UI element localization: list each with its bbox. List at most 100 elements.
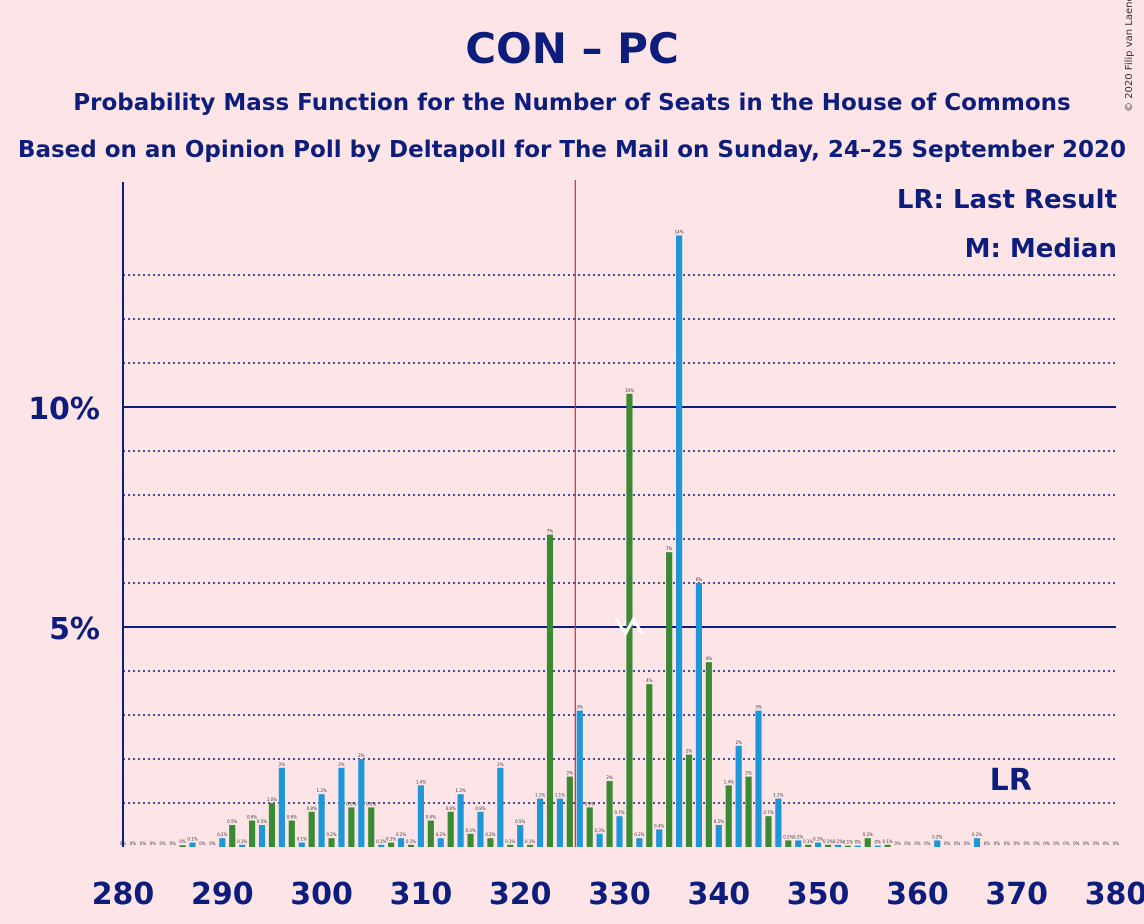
bar-label: 1.1% <box>555 793 565 798</box>
bar-label: 0.2% <box>932 834 942 839</box>
bar <box>556 798 563 847</box>
bar-label: 0.2% <box>485 832 495 837</box>
bar <box>397 838 405 847</box>
bar-label: 2% <box>358 753 365 758</box>
bar-label: 7% <box>666 546 673 551</box>
bar-label: 0% <box>914 841 921 846</box>
bar-label: 0.1% <box>376 839 386 844</box>
bar-label: 4% <box>706 656 713 661</box>
bar <box>268 803 276 847</box>
bar <box>437 838 444 847</box>
bar-label: 0.9% <box>346 801 356 806</box>
y-tick-label: 5% <box>49 612 100 647</box>
bar <box>308 811 315 847</box>
bar <box>973 838 981 847</box>
axes: 5% 10% 280 290 300 310 320 330 340 350 360 370 380 <box>28 182 1144 912</box>
bar <box>656 829 663 847</box>
bar <box>765 816 772 847</box>
bar-label: 0.1% <box>525 839 535 844</box>
bar-label: 0% <box>209 841 216 846</box>
bar <box>735 745 742 847</box>
bar-label: 0% <box>1053 841 1060 846</box>
bar-label: 7% <box>547 529 554 534</box>
x-tick-label: 360 <box>886 877 949 912</box>
bar-label: 0.8% <box>307 806 317 811</box>
bar-label: 0.1% <box>833 839 843 844</box>
bar <box>824 844 832 847</box>
bar <box>249 820 256 847</box>
bar-label: 0% <box>1023 841 1030 846</box>
bar-label: 0% <box>924 841 931 846</box>
bar-label: 0.1% <box>883 839 893 844</box>
bar-label: 1.4% <box>724 779 734 784</box>
bars: 0%0%0%0%0%0%0%0.1%0%0%0.2%0.5%0.1%0.6%0.… <box>120 229 1119 847</box>
x-tick-label: 290 <box>191 877 254 912</box>
bar-label: 0.7% <box>614 810 624 815</box>
bar-label: 0% <box>964 841 971 846</box>
bar-label: 0.1% <box>386 837 396 842</box>
bar-label: 0.1% <box>813 837 823 842</box>
bar <box>785 840 792 847</box>
bar <box>695 583 703 847</box>
bar-label: 0.8% <box>446 806 456 811</box>
bar <box>328 838 335 847</box>
bar-label: 3% <box>577 705 584 710</box>
bar <box>646 684 653 847</box>
bar-label: 0% <box>150 841 157 846</box>
bar <box>239 844 246 847</box>
bar <box>864 838 871 847</box>
bar-label: 1.0% <box>267 797 277 802</box>
bar-label: 1.1% <box>535 793 545 798</box>
bar <box>378 844 385 847</box>
bar <box>278 767 285 847</box>
bar-label: 0.2% <box>793 834 803 839</box>
bar <box>844 845 851 847</box>
bar-label: 0% <box>875 840 882 845</box>
bar-label: 0% <box>904 841 911 846</box>
bar <box>934 840 941 847</box>
bar <box>636 838 643 847</box>
bar-label: 0.1% <box>237 839 247 844</box>
chart-subtitle: Probability Mass Function for the Number… <box>73 90 1071 116</box>
bar-label: 0.2% <box>634 832 644 837</box>
bar-label: 0.4% <box>654 823 664 828</box>
bar <box>318 794 325 847</box>
bar <box>229 825 236 847</box>
bar-label: 0.2% <box>436 832 446 837</box>
bar-label: 0% <box>1004 841 1011 846</box>
bar <box>755 710 762 847</box>
bar-label: 0% <box>984 841 991 846</box>
bar <box>685 754 693 847</box>
bar-label: 1.2% <box>317 788 327 793</box>
bar <box>715 825 722 847</box>
bar <box>497 767 504 847</box>
bar-label: 0% <box>169 841 176 846</box>
last-result-label: LR <box>990 763 1032 798</box>
bar-label: 2% <box>279 762 286 767</box>
legend-last-result: LR: Last Result <box>897 185 1117 215</box>
bar <box>596 833 603 847</box>
bar-label: 0.2% <box>217 832 227 837</box>
bar <box>338 767 345 847</box>
bar-label: 0% <box>1043 841 1050 846</box>
bar <box>705 662 712 847</box>
bar-label: 0% <box>855 840 862 845</box>
bar-label: 0% <box>179 839 186 844</box>
bar-label: 0% <box>199 841 206 846</box>
bar <box>348 807 355 847</box>
bar <box>258 825 266 847</box>
bar-label: 4% <box>646 678 653 683</box>
grid-lines <box>123 274 1116 804</box>
bar-label: 0.3% <box>465 828 475 833</box>
bar-label: 2% <box>567 771 574 776</box>
bar-label: 2% <box>686 749 693 754</box>
bar-label: 0.8% <box>475 806 485 811</box>
bar-label: 2% <box>338 762 345 767</box>
bar <box>546 534 554 847</box>
chart-subtitle-2: Based on an Opinion Poll by Deltapoll fo… <box>17 137 1127 163</box>
bar <box>427 820 434 847</box>
x-tick-label: 330 <box>588 877 651 912</box>
bar <box>616 816 623 847</box>
bar-label: 0.1% <box>187 837 197 842</box>
bar-label: 6% <box>696 577 703 582</box>
